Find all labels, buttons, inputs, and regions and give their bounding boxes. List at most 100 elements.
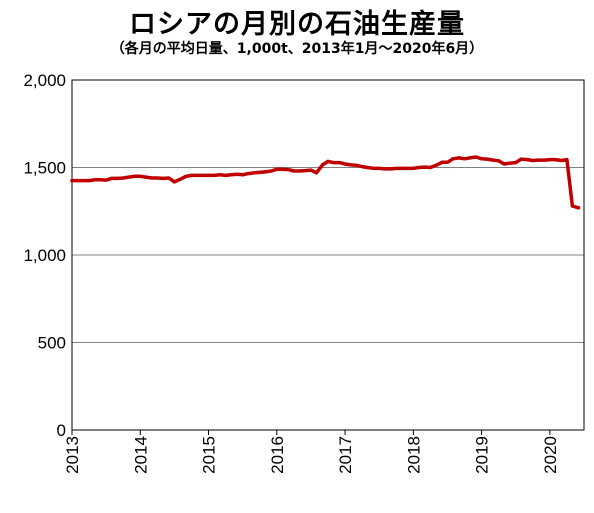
x-tick-label: 2015 <box>200 436 219 474</box>
data-point <box>184 174 188 178</box>
data-point <box>92 178 97 182</box>
data-point <box>514 161 518 165</box>
x-tick-label: 2017 <box>336 436 355 474</box>
data-point <box>457 156 461 160</box>
data-point <box>263 170 267 174</box>
data-point <box>480 157 484 161</box>
data-point <box>161 176 165 180</box>
data-point <box>314 171 318 175</box>
data-point <box>440 160 444 164</box>
data-point <box>326 159 330 163</box>
data-point <box>434 163 438 167</box>
data-point <box>497 159 501 163</box>
data-point <box>75 179 80 183</box>
data-point <box>99 178 103 182</box>
data-point <box>133 174 137 178</box>
data-point <box>144 175 148 179</box>
x-tick-label: 2014 <box>131 436 150 474</box>
y-tick-label: 500 <box>38 334 66 353</box>
data-point <box>331 161 336 165</box>
chart-title: ロシアの月別の石油生産量 <box>129 9 465 40</box>
data-point <box>570 204 574 208</box>
data-point <box>303 169 308 173</box>
series-layer <box>70 155 581 210</box>
y-tick-label: 1,500 <box>23 159 66 178</box>
data-point <box>292 169 296 173</box>
data-point <box>355 163 359 167</box>
data-point <box>218 173 222 177</box>
data-point <box>394 166 398 170</box>
data-point <box>519 157 523 161</box>
data-point <box>127 175 131 179</box>
data-point <box>201 173 205 177</box>
gridlines <box>72 167 584 343</box>
data-point <box>372 166 376 170</box>
data-point <box>423 165 427 169</box>
data-point <box>189 173 194 177</box>
data-point <box>155 176 159 180</box>
data-point <box>553 158 557 162</box>
data-point <box>411 166 415 170</box>
data-point <box>229 173 233 177</box>
x-tick-label: 2020 <box>541 436 560 474</box>
y-tick-label: 1,000 <box>23 246 66 265</box>
data-point <box>525 158 529 162</box>
data-point <box>451 157 455 161</box>
data-point <box>542 158 547 162</box>
data-point <box>269 169 273 173</box>
data-point <box>576 206 581 210</box>
data-point <box>491 158 495 162</box>
data-point <box>87 179 91 183</box>
y-axis-ticks: 0 500 1,000 1,500 2,000 <box>23 71 66 440</box>
data-point <box>406 166 410 170</box>
data-point <box>224 173 228 177</box>
data-point <box>241 173 245 177</box>
x-tick-label: 2013 <box>63 436 82 474</box>
x-axis-ticks: 2013 2014 2015 2016 2017 2018 2019 2020 <box>63 430 560 474</box>
data-point <box>309 168 313 172</box>
data-point <box>565 158 569 162</box>
series-line <box>70 155 581 210</box>
data-point <box>485 157 489 161</box>
data-point <box>252 171 256 175</box>
data-point <box>502 162 506 166</box>
data-point <box>428 165 432 170</box>
x-tick-label: 2018 <box>404 436 423 474</box>
data-point <box>258 170 262 174</box>
data-point <box>338 161 342 165</box>
data-point <box>280 167 284 171</box>
y-tick-label: 2,000 <box>23 71 66 90</box>
data-point <box>320 163 325 167</box>
data-point <box>365 165 370 170</box>
plot-area <box>71 79 585 431</box>
data-point <box>286 168 291 172</box>
data-point <box>116 176 120 180</box>
data-point <box>235 172 239 176</box>
data-point <box>82 179 86 183</box>
data-point <box>178 177 182 181</box>
data-point <box>383 167 387 171</box>
data-point <box>297 169 301 173</box>
data-point <box>377 166 381 170</box>
data-point <box>70 179 74 183</box>
data-point <box>109 176 114 180</box>
data-point <box>360 165 364 169</box>
data-point <box>104 178 108 182</box>
chart-subtitle: （各月の平均日量、1,000t、2013年1月～2020年6月） <box>110 41 484 57</box>
data-point <box>536 158 540 162</box>
data-point <box>246 172 250 176</box>
data-point <box>559 158 564 163</box>
data-point <box>417 165 421 170</box>
data-point <box>138 174 142 178</box>
x-tick-label: 2016 <box>268 436 287 474</box>
data-point <box>445 160 450 164</box>
data-point <box>172 180 176 184</box>
data-point <box>121 176 125 180</box>
data-point <box>206 173 211 177</box>
data-point <box>462 157 467 161</box>
data-point <box>531 158 535 163</box>
data-point <box>167 176 171 180</box>
data-point <box>468 156 472 160</box>
data-point <box>275 167 279 171</box>
